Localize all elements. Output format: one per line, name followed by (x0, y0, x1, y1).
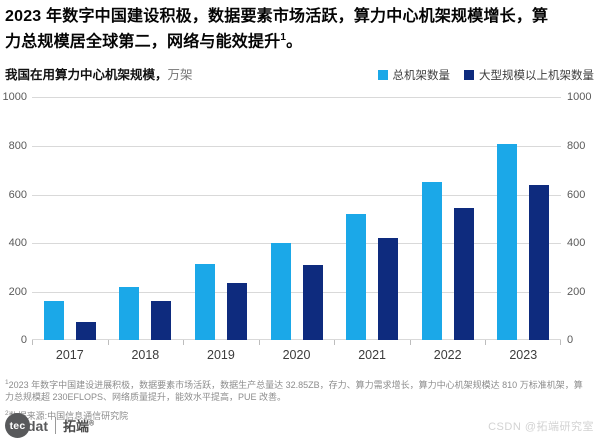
footnote-1-text: 2023 年数字中国建设进展积极，数据要素市场活跃，数据生产总量达 32.85Z… (5, 380, 583, 402)
legend-item-1: 大型规模以上机架数量 (464, 67, 594, 83)
x-axis-label-2022: 2022 (433, 348, 462, 363)
x-axis-tick (258, 340, 260, 346)
bar-总机架数量-2022 (421, 182, 442, 341)
bar-group-2022 (410, 97, 486, 341)
bar-大型规模以上机架数量-2023 (529, 184, 550, 341)
y-tick-label-400: 400 (8, 237, 27, 250)
chart-plot-row: 0 200 400 600 800 1000 0 200 400 600 800 1000 (3, 91, 594, 346)
x-axis-tick (183, 340, 185, 346)
x-axis-tick (560, 340, 561, 346)
x-axis-tick (32, 340, 33, 346)
x-axis-label-2019: 2019 (207, 348, 235, 363)
chart-subtitle: 我国在用算力中心机架规模，万架 (5, 64, 193, 83)
x-axis-tick (485, 340, 487, 346)
bar-大型规模以上机架数量-2021 (378, 238, 399, 341)
legend-label: 大型规模以上机架数量 (479, 70, 594, 83)
gridline-200 (32, 291, 561, 293)
legend-swatch-icon (377, 70, 388, 81)
legend-item-0: 总机架数量 (377, 67, 451, 83)
tecdat-logo-wordmark: dat (27, 417, 48, 434)
y-tick-label-800: 800 (567, 139, 586, 152)
title-footnote-marker: 1 (280, 32, 287, 43)
legend-swatch-icon (464, 70, 474, 81)
gridline-800 (32, 145, 561, 147)
y-tick-label-0: 0 (567, 334, 574, 347)
chart-subtitle-unit: 万架 (167, 68, 193, 83)
x-axis-label-2023: 2023 (509, 348, 538, 363)
x-axis-label-2017: 2017 (55, 348, 84, 363)
bar-总机架数量-2018 (119, 286, 140, 341)
plot-area (32, 97, 561, 346)
x-axis-labels: 2017 2018 2019 2020 2021 2022 2023 (32, 348, 561, 362)
gridline-600 (32, 194, 561, 196)
y-tick-label-800: 800 (8, 139, 27, 152)
footer-row: tec dat 拓端® CSDN @拓端研究室 (5, 413, 594, 438)
bar-row (32, 97, 561, 341)
bar-group-2017 (32, 97, 108, 341)
csdn-watermark: CSDN @拓端研究室 (488, 420, 594, 433)
gridline-400 (32, 243, 561, 245)
y-tick-label-600: 600 (567, 188, 586, 201)
page-title-period: 。 (286, 33, 303, 51)
tecdat-logo-circle: tec (5, 413, 30, 438)
page-title: 2023 年数字中国建设积极，数据要素市场活跃，算力中心机架规模增长，算 力总规… (5, 6, 594, 52)
y-tick-label-200: 200 (567, 285, 586, 298)
x-axis-label-2021: 2021 (358, 348, 386, 363)
bar-总机架数量-2017 (43, 301, 64, 341)
legend-label: 总机架数量 (392, 70, 451, 83)
registered-mark: ® (89, 420, 95, 428)
y-tick-label-400: 400 (567, 237, 586, 250)
chart-legend: 总机架数量 大型规模以上机架数量 (377, 67, 594, 83)
bar-group-2021 (334, 97, 410, 341)
bar-大型规模以上机架数量-2019 (226, 283, 247, 341)
y-axis-left: 0 200 400 600 800 1000 (3, 91, 32, 346)
chart-subtitle-label: 我国在用算力中心机架规模， (5, 68, 168, 83)
bar-大型规模以上机架数量-2022 (453, 207, 474, 341)
bar-总机架数量-2019 (194, 263, 215, 341)
y-tick-label-200: 200 (8, 285, 27, 298)
footnotes: 12023 年数字中国建设进展积极，数据要素市场活跃，数据生产总量达 32.85… (5, 377, 594, 423)
y-axis-right: 0 200 400 600 800 1000 (561, 91, 594, 346)
bar-大型规模以上机架数量-2017 (75, 322, 96, 341)
gridline-0 (32, 339, 561, 341)
footnote-2: 2数据来源:中国信息通信研究院 (5, 408, 586, 423)
bar-总机架数量-2023 (497, 143, 518, 341)
page-title-line2: 力总规模居全球第二，网络与能效提升 (5, 33, 281, 51)
x-axis-label-2020: 2020 (282, 348, 311, 363)
bar-group-2019 (183, 97, 259, 341)
x-axis-tick (107, 340, 109, 346)
bar-大型规模以上机架数量-2018 (151, 301, 172, 341)
chart-header: 我国在用算力中心机架规模，万架 总机架数量 大型规模以上机架数量 (5, 64, 594, 83)
gridline-1000 (32, 97, 561, 99)
x-axis-label-2018: 2018 (131, 348, 160, 363)
footnote-1-marker: 1 (5, 379, 9, 387)
footnote-2-marker: 2 (5, 410, 9, 418)
footnote-1: 12023 年数字中国建设进展积极，数据要素市场活跃，数据生产总量达 32.85… (5, 377, 586, 403)
y-tick-label-1000: 1000 (2, 91, 27, 104)
bar-group-2018 (108, 97, 184, 341)
bar-group-2020 (259, 97, 335, 341)
bar-总机架数量-2021 (346, 213, 367, 341)
bar-大型规模以上机架数量-2020 (302, 265, 323, 341)
bar-总机架数量-2020 (270, 243, 291, 341)
tecdat-logo-cjk: 拓端® (63, 419, 95, 434)
y-tick-label-0: 0 (20, 334, 27, 347)
y-tick-label-600: 600 (8, 188, 27, 201)
bar-chart: 0 200 400 600 800 1000 0 200 400 600 800 1000 2017… (3, 91, 594, 362)
x-axis-tick (409, 340, 411, 346)
y-tick-label-1000: 1000 (567, 91, 592, 104)
page-title-line1: 2023 年数字中国建设积极，数据要素市场活跃，算力中心机架规模增长，算 (5, 8, 549, 25)
tecdat-logo: tec dat 拓端® (5, 413, 94, 438)
footnote-2-text: 数据来源:中国信息通信研究院 (8, 411, 129, 422)
bar-group-2023 (485, 97, 561, 341)
logo-separator (55, 417, 56, 434)
x-axis-tick (334, 340, 336, 346)
